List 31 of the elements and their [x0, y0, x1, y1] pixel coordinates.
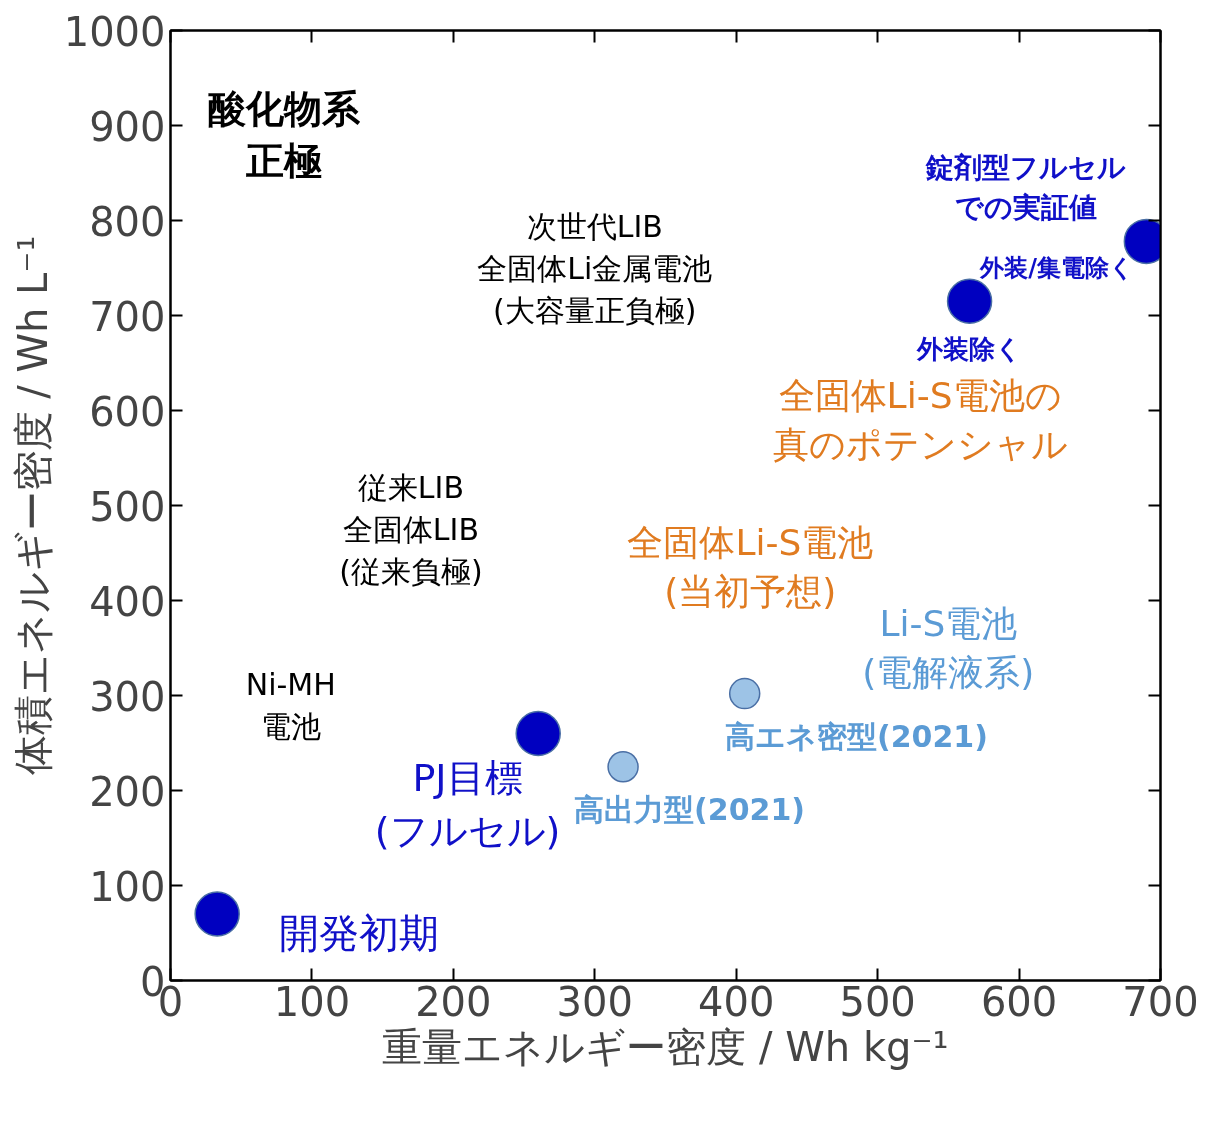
- x-tick-label: 300: [556, 978, 633, 1025]
- annotation: 開発初期: [278, 910, 439, 956]
- x-tick-label: 400: [698, 978, 775, 1025]
- annotation: 錠剤型フルセルでの実証値: [925, 150, 1127, 224]
- y-tick-label: 100: [89, 863, 166, 910]
- y-tick-label: 200: [89, 768, 166, 815]
- annotation: 高エネ密型(2021): [724, 718, 988, 754]
- annotation: 酸化物系正極: [207, 86, 361, 184]
- annotation: 高出力型(2021): [574, 792, 806, 827]
- x-tick-label: 100: [273, 978, 351, 1025]
- annotation: 次世代LIB全固体Li金属電池(大容量正負極): [477, 208, 713, 328]
- annotation: Ni-MH電池: [245, 666, 336, 744]
- y-tick-label: 400: [89, 578, 166, 625]
- annotation: 外装除く: [916, 333, 1023, 364]
- y-axis-title: 体積エネルギー密度 / Wh L⁻¹: [9, 235, 56, 776]
- y-tick-label: 700: [89, 293, 166, 340]
- x-axis-title: 重量エネルギー密度 / Wh kg⁻¹: [382, 1023, 949, 1070]
- x-tick-label: 500: [839, 978, 916, 1025]
- y-tick-label: 800: [89, 198, 166, 245]
- annotation: PJ目標(フルセル): [374, 756, 561, 854]
- y-tick-label: 500: [89, 483, 166, 530]
- x-tick-label: 700: [1122, 978, 1199, 1025]
- x-tick-label: 200: [415, 978, 492, 1025]
- y-tick-label: 1000: [63, 8, 166, 55]
- y-tick-label: 600: [89, 388, 166, 435]
- annotation: 外装/集電除く: [979, 254, 1135, 282]
- x-tick-label: 600: [980, 978, 1058, 1025]
- annotation: 従来LIB全固体LIB(従来負極): [339, 469, 483, 589]
- y-tick-label: 300: [89, 673, 166, 720]
- annotation: 全固体Li-S電池の真のポテンシャル: [772, 374, 1068, 466]
- y-tick-label: 900: [89, 103, 166, 150]
